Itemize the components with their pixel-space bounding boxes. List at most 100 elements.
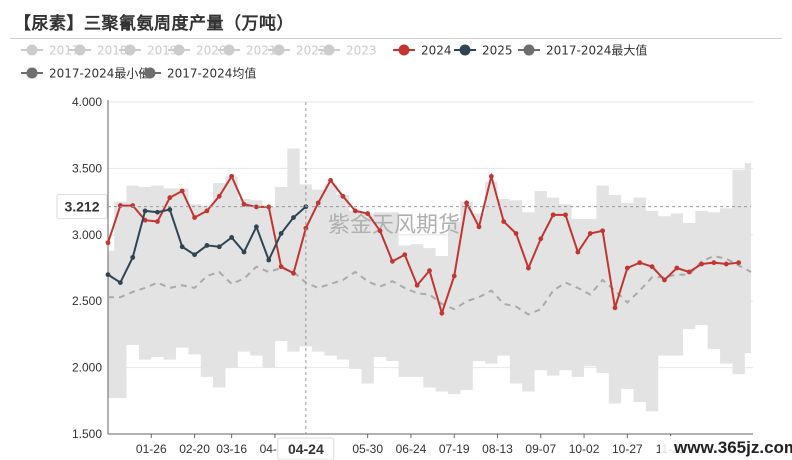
series-2024-point[interactable] <box>155 219 160 224</box>
x-axis-pointer-box <box>277 437 335 460</box>
series-2025-point[interactable] <box>142 208 148 214</box>
series-2024-point[interactable] <box>192 215 197 220</box>
series-2024-point[interactable] <box>291 270 296 276</box>
series-2024-point[interactable] <box>488 173 494 179</box>
title-divider <box>10 38 782 39</box>
series-2024-point[interactable] <box>736 260 742 266</box>
series-2024-point[interactable] <box>216 193 222 199</box>
series-2024-point[interactable] <box>612 305 618 311</box>
series-2024-point[interactable] <box>464 200 469 206</box>
series-2025-point[interactable] <box>253 224 259 230</box>
series-2024-point[interactable] <box>390 258 395 264</box>
legend-item-2022[interactable]: 2022 <box>296 44 327 58</box>
series-2025-point[interactable] <box>229 235 235 240</box>
series-2024-point[interactable] <box>649 264 655 270</box>
series-2024-point[interactable] <box>352 208 358 214</box>
series-2025-point[interactable] <box>130 254 136 260</box>
y-axis-pointer-box <box>56 194 108 220</box>
series-2024-point[interactable] <box>637 260 643 266</box>
series-2025-point[interactable] <box>291 215 296 220</box>
x-tick-label: 09-07 <box>525 442 556 456</box>
series-2025-point[interactable] <box>278 231 284 236</box>
series-2025-point[interactable] <box>192 252 197 258</box>
series-2024-point[interactable] <box>414 282 420 288</box>
y-tick-label: 2.000 <box>72 361 102 375</box>
legend-item-2025[interactable]: 2025 <box>482 44 513 58</box>
series-2024-point[interactable] <box>266 204 272 210</box>
series-2024-point[interactable] <box>674 265 680 271</box>
legend-item-2017-2024最大值[interactable]: 2017-2024最大值 <box>546 43 647 58</box>
legend-marker-2025 <box>459 44 471 56</box>
series-2024-point[interactable] <box>624 265 630 271</box>
series-2025-point[interactable] <box>266 257 272 263</box>
series-2024-point[interactable] <box>563 212 568 218</box>
series-2025-point[interactable] <box>179 244 185 250</box>
series-2024-point[interactable] <box>253 204 259 210</box>
series-2025-point[interactable] <box>241 249 247 255</box>
series-2024-point[interactable] <box>328 177 333 183</box>
y-tick-label: 4.000 <box>72 95 102 109</box>
series-2024-point[interactable] <box>365 211 371 216</box>
series-2024-point[interactable] <box>587 231 593 236</box>
legend-item-2023[interactable]: 2023 <box>346 44 377 58</box>
series-2024-point[interactable] <box>550 212 556 218</box>
series-2024-point[interactable] <box>130 203 136 208</box>
range-band <box>108 148 751 412</box>
legend-item-2018[interactable]: 2018 <box>97 44 128 58</box>
series-2024-point[interactable] <box>513 231 519 236</box>
legend-item-2021[interactable]: 2021 <box>246 44 277 58</box>
x-tick-label: 10-27 <box>612 442 643 456</box>
legend-item-2017-2024均值[interactable]: 2017-2024均值 <box>167 66 256 81</box>
series-2025-point[interactable] <box>204 243 210 248</box>
series-2025-point[interactable] <box>167 207 173 212</box>
series-2024-point[interactable] <box>686 269 692 275</box>
legend-item-2019[interactable]: 2019 <box>147 44 178 58</box>
series-2024-point[interactable] <box>699 261 704 267</box>
series-2024-point[interactable] <box>241 201 247 207</box>
series-2024-point[interactable] <box>526 265 531 271</box>
series-2025-point[interactable] <box>105 272 111 278</box>
series-2024-point[interactable] <box>105 240 111 246</box>
series-2024-point[interactable] <box>662 277 667 283</box>
series-2024-point[interactable] <box>402 252 408 258</box>
series-2024-point[interactable] <box>575 249 581 255</box>
x-axis-pointer-label: 04-24 <box>288 441 324 457</box>
series-2024-point[interactable] <box>179 188 185 194</box>
x-tick-label: 10-02 <box>569 442 600 456</box>
series-2024-point[interactable] <box>377 228 383 234</box>
series-2024-point[interactable] <box>600 228 606 234</box>
x-tick-label: 07-19 <box>439 442 470 456</box>
series-2024-point[interactable] <box>117 203 123 208</box>
series-average-line <box>108 255 752 316</box>
legend-item-2024[interactable]: 2024 <box>421 44 452 58</box>
legend-marker-2017 <box>26 44 38 56</box>
series-2024-point[interactable] <box>723 261 729 267</box>
legend-marker-2024 <box>398 44 410 56</box>
x-tick-label: 08-13 <box>482 442 513 456</box>
legend-marker-2022 <box>273 44 285 56</box>
legend-item-2017-2024最小值[interactable]: 2017-2024最小值 <box>49 66 150 81</box>
series-2024-point[interactable] <box>340 193 346 199</box>
legend-marker-2017-2024最大值 <box>523 44 535 56</box>
series-2024-point[interactable] <box>538 236 544 242</box>
series-2024-point[interactable] <box>501 219 507 224</box>
series-2024-point[interactable] <box>204 208 210 214</box>
legend-item-2020[interactable]: 2020 <box>196 44 227 58</box>
legend-item-2017[interactable]: 2017 <box>49 44 80 58</box>
series-2025-point[interactable] <box>117 280 123 286</box>
series-2025-point[interactable] <box>155 209 160 215</box>
series-2024-point[interactable] <box>476 224 482 230</box>
series-2025-point[interactable] <box>216 244 222 250</box>
series-2024-point[interactable] <box>315 200 321 206</box>
series-2024-point[interactable] <box>278 264 284 270</box>
series-2024-point[interactable] <box>427 268 432 274</box>
legend-marker-2023 <box>323 44 335 56</box>
x-tick-label: 02-20 <box>179 442 210 456</box>
series-2024-point[interactable] <box>439 310 445 316</box>
series-2024-point[interactable] <box>711 260 717 266</box>
series-2024-point[interactable] <box>229 173 235 179</box>
series-2024-point[interactable] <box>451 273 457 279</box>
series-2024-point[interactable] <box>167 195 173 201</box>
y-tick-label: 3.000 <box>72 228 102 242</box>
